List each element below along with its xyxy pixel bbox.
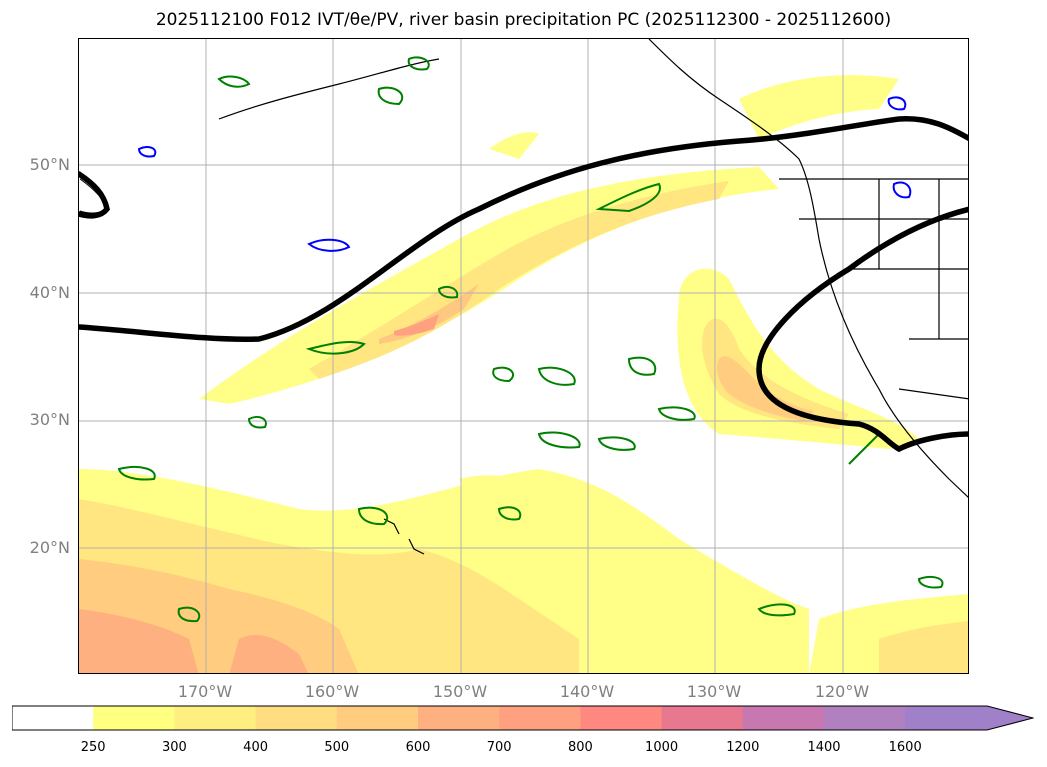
colorbar-segment: [418, 706, 500, 730]
lon-label-140w: 140°W: [559, 682, 615, 701]
map-panel: [78, 38, 969, 674]
lon-label-150w: 150°W: [432, 682, 488, 701]
colorbar-segment: [824, 706, 906, 730]
colorbar-segment: [742, 706, 825, 730]
colorbar-tick-label: 1200: [726, 740, 760, 755]
colorbar-tick-label: 1000: [645, 740, 679, 755]
lon-label-170w: 170°W: [177, 682, 233, 701]
colorbar-tick-label: 400: [243, 740, 268, 755]
colorbar-tick-label: 1400: [807, 740, 841, 755]
lon-label-120w: 120°W: [814, 682, 870, 701]
colorbar-segment: [336, 706, 419, 730]
colorbar-tick-label: 250: [80, 740, 106, 755]
lat-label-20n: 20°N: [29, 538, 70, 557]
colorbar-segment: [255, 706, 338, 730]
colorbar-segment: [661, 706, 744, 730]
lon-label-160w: 160°W: [304, 682, 360, 701]
colorbar-tick-label: 700: [486, 740, 512, 755]
lat-label-50n: 50°N: [29, 155, 70, 174]
colorbar-segment: [174, 706, 257, 730]
lat-label-40n: 40°N: [29, 283, 70, 302]
colorbar-segment: [905, 706, 1033, 730]
colorbar-outline: [12, 705, 1034, 731]
figure-title: 2025112100 F012 IVT/θe/PV, river basin p…: [155, 10, 892, 30]
colorbar-segment: [93, 706, 175, 730]
colorbar-tick-label: 300: [161, 740, 187, 755]
ivt-shading: [79, 75, 968, 673]
lat-label-30n: 30°N: [29, 410, 70, 429]
colorbar-tick-label: 800: [567, 740, 593, 755]
theta-e-blue-contours: [137, 96, 912, 252]
colorbar-segment: [499, 706, 581, 730]
colorbar-tick-label: 500: [324, 740, 350, 755]
colorbar-segments: [12, 706, 1033, 730]
map-svg: [79, 39, 968, 673]
colorbar: [12, 705, 1034, 731]
coastlines: [79, 39, 968, 555]
colorbar-tick-label: 600: [405, 740, 431, 755]
theta-e-green-contours: [117, 56, 944, 623]
colorbar-segment: [12, 706, 94, 730]
lon-label-130w: 130°W: [686, 682, 742, 701]
colorbar-segment: [580, 706, 663, 730]
colorbar-tick-label: 1600: [888, 740, 922, 755]
pv-contour: [79, 116, 968, 453]
